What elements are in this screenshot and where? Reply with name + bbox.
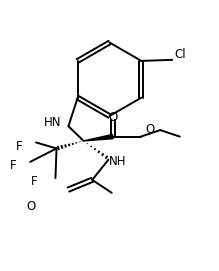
Text: O: O bbox=[108, 111, 117, 124]
Text: HN: HN bbox=[43, 117, 61, 130]
Text: O: O bbox=[145, 123, 155, 136]
Polygon shape bbox=[84, 134, 113, 141]
Text: F: F bbox=[9, 159, 16, 172]
Text: Cl: Cl bbox=[174, 48, 185, 61]
Text: O: O bbox=[26, 200, 36, 213]
Text: F: F bbox=[30, 176, 37, 189]
Text: NH: NH bbox=[108, 155, 126, 168]
Text: F: F bbox=[16, 140, 23, 153]
